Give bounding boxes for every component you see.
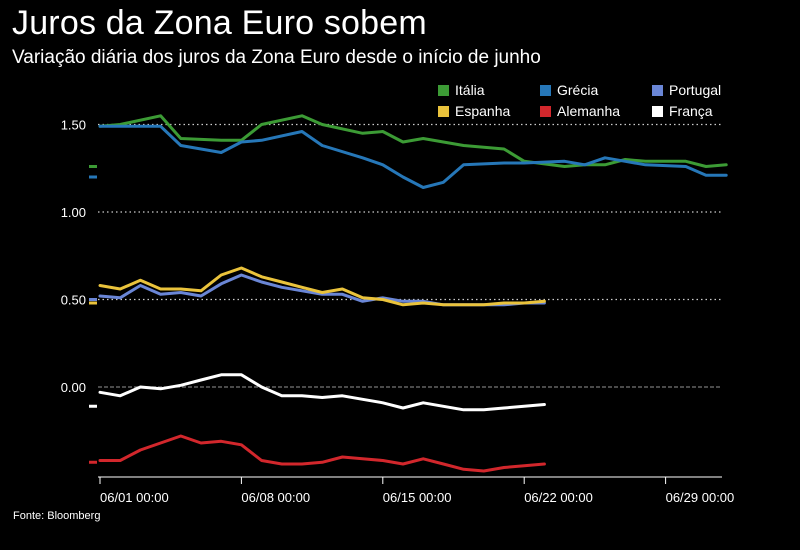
legend-label-espanha: Espanha	[455, 103, 511, 119]
legend-swatch-alemanha	[540, 105, 551, 117]
series-lines	[98, 114, 728, 473]
chart-subtitle: Variação diária dos juros da Zona Euro d…	[12, 47, 541, 68]
x-tick-label: 06/01 00:00	[100, 490, 169, 505]
x-tick-label: 06/15 00:00	[383, 490, 452, 505]
source-note: Fonte: Bloomberg	[13, 510, 101, 522]
end-value-markers	[89, 165, 97, 464]
series-line-França	[98, 373, 546, 412]
y-axis-tick-labels: 1.50 1.00 0.50 0.00	[61, 118, 86, 396]
legend-label-grecia: Grécia	[557, 82, 599, 98]
legend-swatch-italia	[438, 84, 449, 96]
legend-item-grecia: Grécia	[540, 82, 598, 98]
y-tick-label: 1.00	[61, 205, 86, 220]
legend-label-franca: França	[669, 103, 713, 119]
legend-item-alemanha: Alemanha	[540, 103, 620, 119]
series-line-Espanha	[98, 266, 546, 307]
legend-swatch-grecia	[540, 84, 551, 96]
legend-label-portugal: Portugal	[669, 82, 722, 98]
x-tick-label: 06/08 00:00	[241, 490, 310, 505]
grid-lines	[98, 123, 722, 388]
legend-label-italia: Itália	[455, 82, 485, 98]
legend-swatch-franca	[652, 105, 663, 117]
legend-swatch-espanha	[438, 105, 449, 117]
series-line-Grécia	[98, 124, 728, 189]
legend-item-portugal: Portugal	[652, 82, 721, 98]
series-line-Itália	[98, 114, 728, 168]
legend-label-alemanha: Alemanha	[557, 103, 621, 119]
legend-item-franca: França	[652, 103, 713, 119]
y-tick-label: 0.00	[61, 380, 86, 395]
x-axis: 06/01 00:00 06/08 00:00 06/15 00:00 06/22 0…	[98, 476, 735, 505]
x-tick-label: 06/29 00:00	[666, 490, 735, 505]
y-tick-label: 0.50	[61, 293, 86, 308]
legend-item-italia: Itália	[438, 82, 485, 98]
series-line-Alemanha	[98, 434, 546, 473]
legend-swatch-portugal	[652, 84, 663, 96]
y-tick-label: 1.50	[61, 118, 86, 133]
chart-title: Juros da Zona Euro sobem	[12, 4, 427, 42]
legend-item-espanha: Espanha	[438, 103, 510, 119]
x-tick-label: 06/22 00:00	[524, 490, 593, 505]
